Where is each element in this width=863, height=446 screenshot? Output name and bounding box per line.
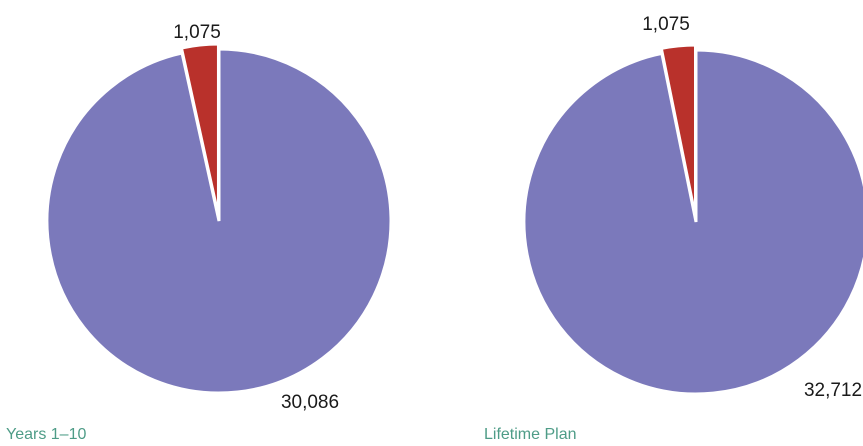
pie-slice-years-1-10-large <box>45 47 393 395</box>
pie-slice-lifetime-plan-large <box>522 48 863 396</box>
caption-lifetime-plan: Lifetime Plan <box>484 426 577 443</box>
slice-label-years-1-10-large: 30,086 <box>281 392 339 413</box>
slice-label-lifetime-plan-large: 32,712 <box>804 380 862 401</box>
pie-chart-years-1-10: 30,086 1,075 Years 1–10 <box>6 22 393 443</box>
slice-label-years-1-10-small: 1,075 <box>173 22 221 43</box>
slice-label-lifetime-plan-small: 1,075 <box>642 14 690 35</box>
pie-chart-lifetime-plan: 32,712 1,075 Lifetime Plan <box>484 14 863 443</box>
pie-slice-lifetime-plan-small <box>659 43 698 218</box>
pie-slice-years-1-10-small <box>179 42 220 217</box>
caption-years-1-10: Years 1–10 <box>6 426 86 443</box>
